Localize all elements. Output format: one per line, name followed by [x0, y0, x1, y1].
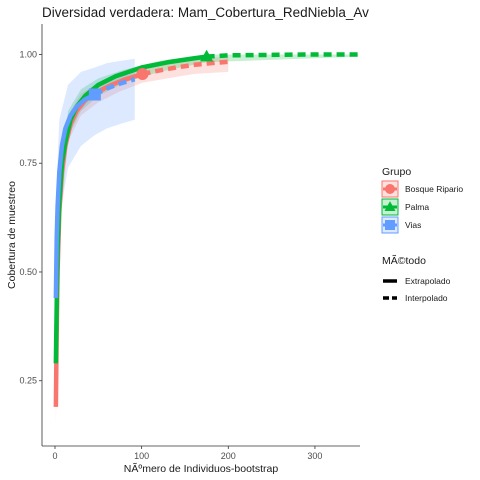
- legend-grupo: Grupo Bosque Ripario Palma Vias: [381, 166, 463, 234]
- observed-marker-vias: [88, 88, 101, 101]
- x-axis-ticks: 0 100 200 300: [52, 446, 322, 461]
- legend-grupo-title: Grupo: [382, 166, 411, 178]
- confidence-bands: [55, 54, 359, 425]
- legend-label-vias: Vias: [405, 220, 421, 230]
- legend-label-palma: Palma: [405, 202, 429, 212]
- legend-key-marker: [385, 220, 395, 230]
- plot-panel: [41, 24, 360, 447]
- observed-markers: [88, 49, 214, 101]
- legend-metodo: MÃ©todo Extrapolado Interpolado: [382, 254, 451, 303]
- extrapolated-line-vias: [93, 77, 136, 97]
- x-tick-label: 0: [52, 451, 57, 461]
- legend-label-interpolado: Interpolado: [405, 293, 448, 303]
- y-tick-label: 1.00: [19, 49, 37, 59]
- y-tick-label: 0.50: [19, 267, 37, 277]
- x-tick-label: 100: [134, 451, 149, 461]
- x-tick-label: 300: [307, 451, 322, 461]
- legend-metodo-title: MÃ©todo: [382, 254, 426, 267]
- series-lines: [53, 52, 359, 407]
- legend-key-marker: [384, 201, 396, 211]
- legend-label-bosque-ripario: Bosque Ripario: [405, 184, 463, 194]
- legend-key-marker: [385, 184, 395, 194]
- y-axis-title: Cobertura de muestreo: [6, 181, 18, 289]
- legend-label-extrapolado: Extrapolado: [405, 276, 451, 286]
- extrapolated-line-bosque-ripario: [142, 59, 229, 77]
- observed-marker-bosque-ripario: [136, 68, 149, 81]
- y-tick-label: 0.25: [19, 376, 37, 386]
- interpolated-line-vias: [53, 92, 96, 299]
- x-tick-label: 200: [221, 451, 236, 461]
- y-tick-label: 0.75: [19, 158, 37, 168]
- observed-marker-palma: [200, 49, 214, 62]
- y-axis-ticks: 0.25 0.50 0.75 1.00: [19, 49, 42, 386]
- extrapolated-line-palma: [206, 52, 359, 59]
- band-vias: [55, 58, 135, 316]
- band-palma: [55, 54, 359, 381]
- chart-title: Diversidad verdadera: Mam_Cobertura_RedN…: [42, 5, 369, 20]
- x-axis-title: NÃºmero de Individuos-bootstrap: [124, 462, 279, 475]
